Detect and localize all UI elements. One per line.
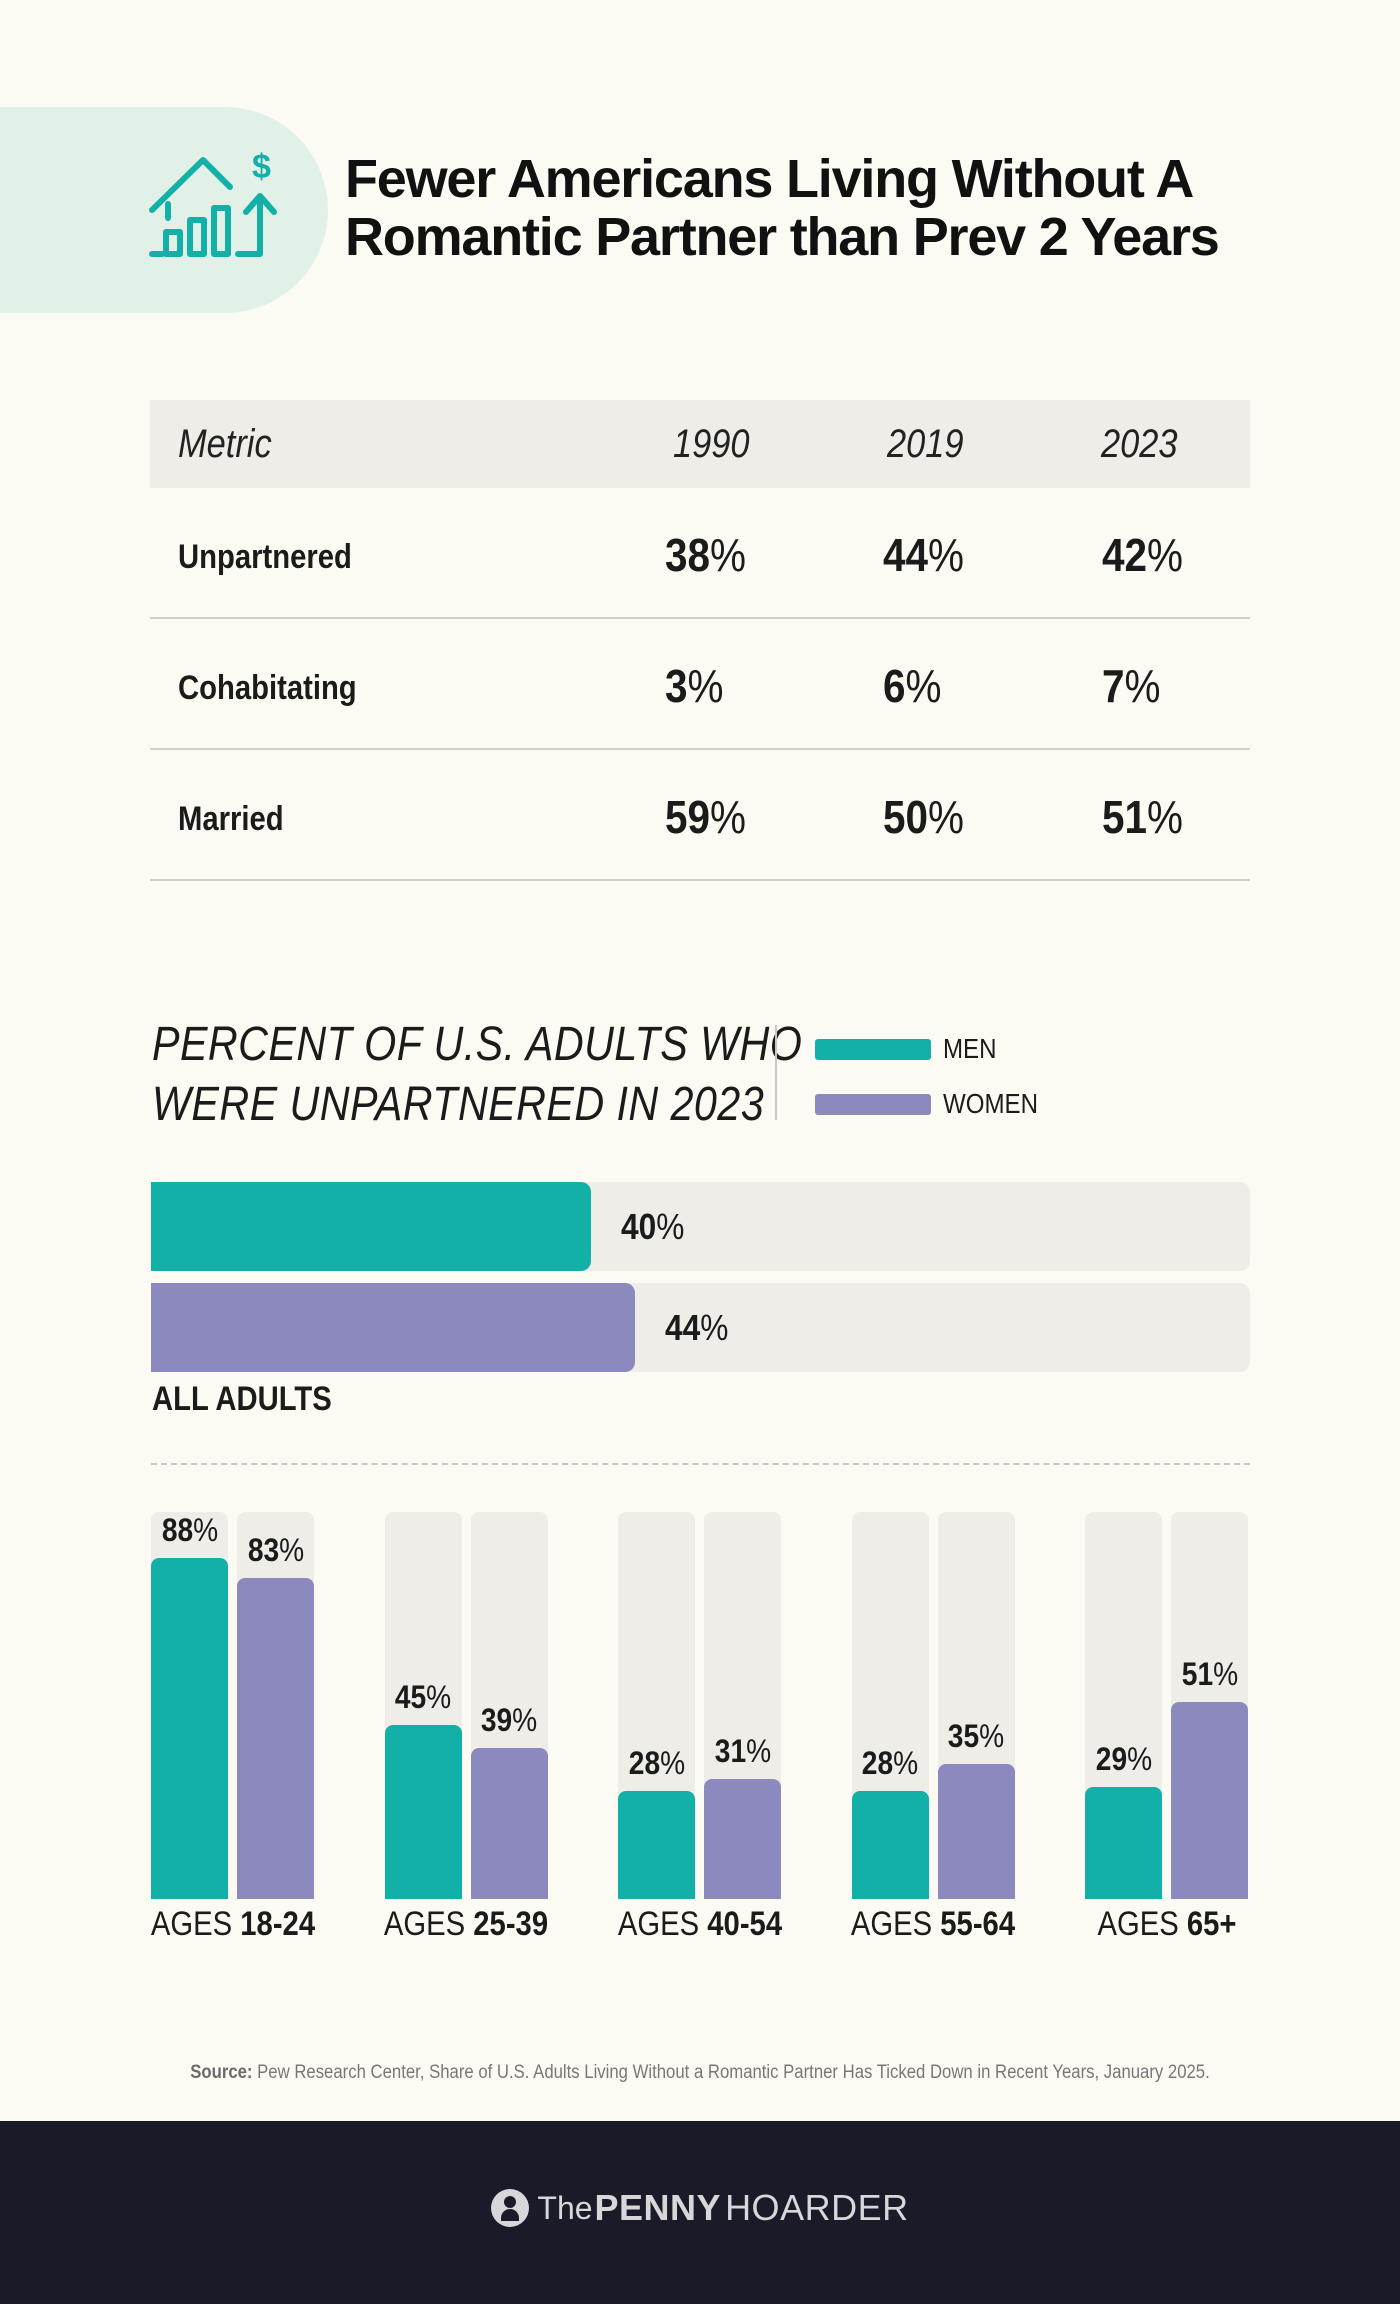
svg-text:$: $ bbox=[252, 148, 271, 186]
bar-women bbox=[151, 1283, 635, 1372]
row-label: Unpartnered bbox=[178, 538, 352, 576]
row-value: 59% bbox=[665, 790, 747, 843]
page-title: Fewer Americans Living Without A Romanti… bbox=[345, 150, 1345, 266]
data-label-men: 40% bbox=[620, 1205, 685, 1247]
brand-hoarder: HOARDER bbox=[725, 2187, 909, 2228]
source-label: Source: bbox=[190, 2062, 253, 2083]
data-label-men-25-39: 45% bbox=[394, 1678, 452, 1715]
bar-women-40-54 bbox=[704, 1779, 781, 1899]
table-row: Cohabitating 3% 6% 7% bbox=[150, 619, 1250, 750]
bar-track: 40% bbox=[151, 1182, 1250, 1271]
bar-women-65+ bbox=[1171, 1701, 1248, 1899]
brand-penny: PENNY bbox=[594, 2187, 722, 2228]
data-label-women-25-39: 39% bbox=[480, 1702, 538, 1739]
data-label-women-40-54: 31% bbox=[714, 1733, 771, 1770]
x-tick-label: AGES 40-54 bbox=[617, 1905, 782, 1943]
bar-women-55-64 bbox=[937, 1763, 1015, 1899]
data-label-women-18-24: 83% bbox=[247, 1531, 304, 1568]
data-label-women-55-64: 35% bbox=[947, 1717, 1005, 1754]
x-tick-label: AGES 18-24 bbox=[150, 1905, 315, 1943]
legend-item-men: MEN bbox=[815, 1033, 1005, 1065]
chart-title: PERCENT OF U.S. ADULTS WHO WERE UNPARTNE… bbox=[152, 1015, 802, 1135]
brand-logo[interactable]: The PENNY HOARDER bbox=[0, 2187, 1400, 2229]
data-label-men-40-54: 28% bbox=[628, 1744, 685, 1781]
data-label-men-55-64: 28% bbox=[861, 1744, 919, 1781]
bar-track: 44% bbox=[151, 1283, 1250, 1372]
row-label: Cohabitating bbox=[178, 669, 357, 707]
bar-men-25-39 bbox=[384, 1724, 462, 1899]
page-title-line1: Fewer Americans Living Without A bbox=[345, 149, 1194, 209]
footer: The PENNY HOARDER bbox=[0, 2121, 1400, 2304]
row-value: 38% bbox=[665, 528, 747, 581]
row-value: 7% bbox=[1102, 659, 1161, 712]
legend-swatch-men bbox=[815, 1038, 931, 1060]
data-label-men-18-24: 88% bbox=[161, 1512, 218, 1549]
bar-men-40-54 bbox=[618, 1790, 695, 1899]
bar-women-25-39 bbox=[470, 1748, 548, 1899]
brand-the: The bbox=[537, 2189, 593, 2226]
bar-men bbox=[151, 1182, 591, 1271]
table-header-row: Metric 1990 2019 2023 bbox=[150, 400, 1250, 488]
bar-men-18-24 bbox=[151, 1558, 228, 1899]
x-tick-label: AGES 65+ bbox=[1097, 1905, 1236, 1943]
person-icon bbox=[491, 2189, 530, 2227]
table-header-1990: 1990 bbox=[673, 421, 750, 466]
x-tick-label: AGES 25-39 bbox=[383, 1905, 549, 1943]
chart-title-line1: PERCENT OF U.S. ADULTS WHO bbox=[152, 1018, 803, 1071]
row-value: 44% bbox=[883, 528, 965, 581]
data-label-men-65+: 29% bbox=[1095, 1740, 1152, 1777]
row-value: 6% bbox=[883, 659, 942, 712]
data-label-women: 44% bbox=[664, 1306, 728, 1348]
table-header-metric: Metric bbox=[178, 421, 272, 466]
data-label-women-65+: 51% bbox=[1181, 1655, 1238, 1692]
table-header-2019: 2019 bbox=[887, 421, 964, 466]
table-header-2023: 2023 bbox=[1101, 421, 1178, 466]
x-tick-label: AGES 55-64 bbox=[850, 1905, 1016, 1943]
bar-men-65+ bbox=[1085, 1786, 1162, 1899]
row-value: 51% bbox=[1102, 790, 1184, 843]
house-growth-dollar-icon: $ bbox=[149, 148, 277, 257]
source-text: Pew Research Center, Share of U.S. Adult… bbox=[257, 2062, 1210, 2083]
row-value: 42% bbox=[1102, 528, 1184, 581]
age-group-bar-chart: 88% 83% AGES 18-24 45% 39% AGES 25-39 28% 31% AG… bbox=[150, 1512, 1248, 1943]
metric-table: Metric 1990 2019 2023 Unpartnered 38% 44… bbox=[150, 400, 1250, 881]
source-note: Source: Pew Research Center, Share of U.… bbox=[84, 2062, 1316, 2084]
all-adults-label: ALL ADULTS bbox=[152, 1380, 332, 1418]
bar-men-55-64 bbox=[851, 1790, 929, 1899]
page-title-line2: Romantic Partner than Prev 2 Years bbox=[345, 207, 1220, 267]
table-row: Married 59% 50% 51% bbox=[150, 750, 1250, 881]
legend-label-men: MEN bbox=[943, 1033, 997, 1064]
legend-swatch-women bbox=[815, 1093, 931, 1115]
chart-title-line2: WERE UNPARTNERED IN 2023 bbox=[152, 1078, 765, 1131]
legend-label-women: WOMEN bbox=[943, 1088, 1038, 1119]
row-value: 50% bbox=[883, 790, 965, 843]
row-label: Married bbox=[178, 800, 284, 838]
section-divider bbox=[151, 1463, 1250, 1465]
table-row: Unpartnered 38% 44% 42% bbox=[150, 488, 1250, 619]
row-value: 3% bbox=[665, 659, 724, 712]
legend-divider bbox=[775, 1025, 777, 1120]
legend-item-women: WOMEN bbox=[815, 1088, 1053, 1120]
all-adults-bar-chart: 40% 44% bbox=[151, 1182, 1250, 1372]
bar-women-18-24 bbox=[237, 1577, 314, 1899]
